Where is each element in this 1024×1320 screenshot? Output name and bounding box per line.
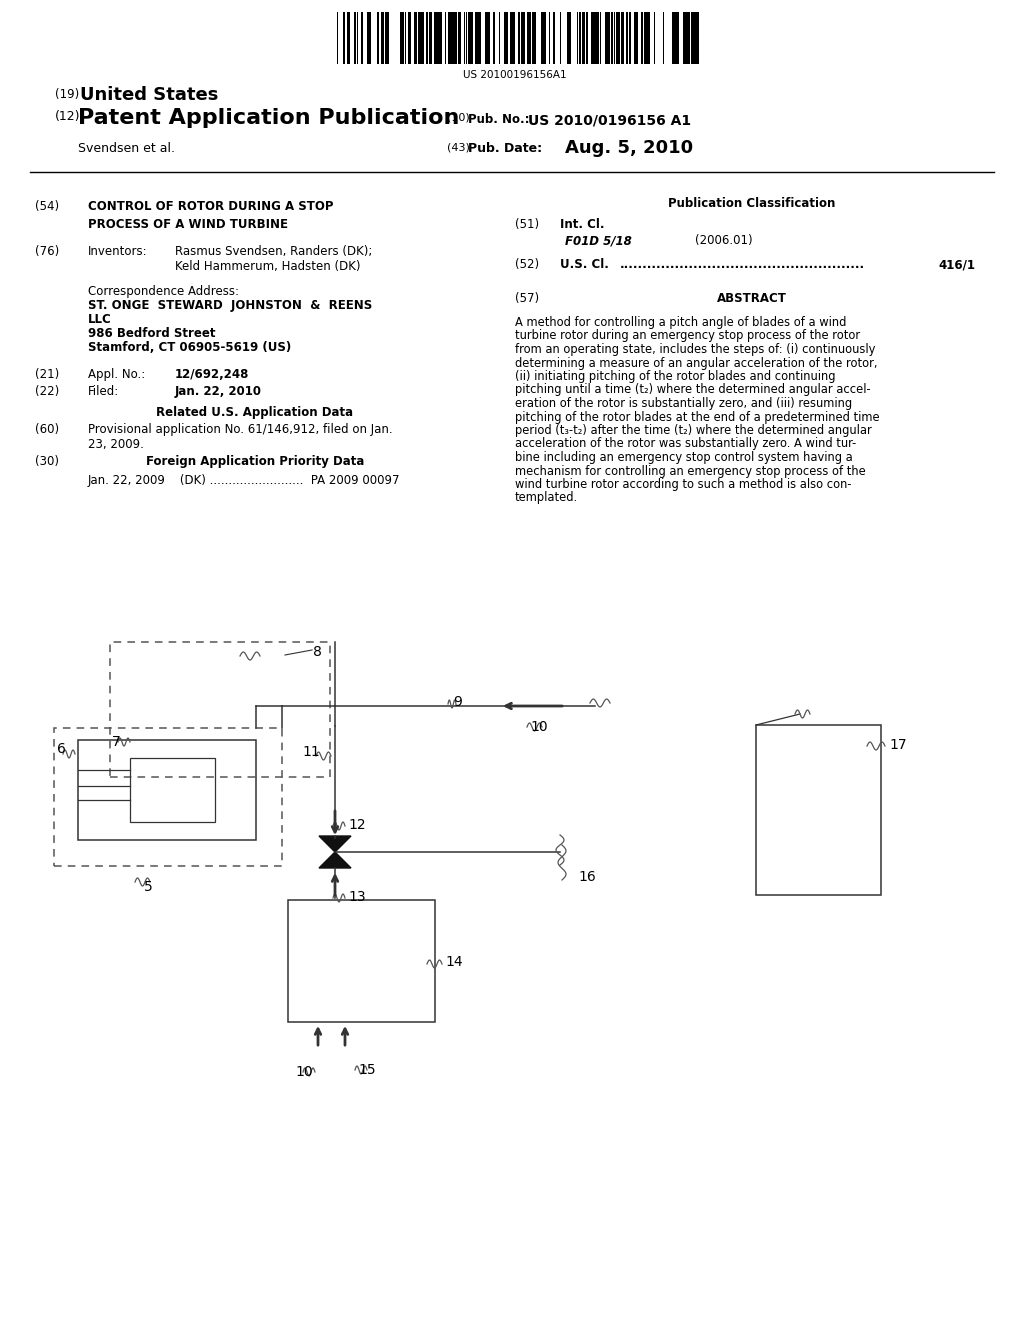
Text: 416/1: 416/1 — [938, 257, 975, 271]
Text: wind turbine rotor according to such a method is also con-: wind turbine rotor according to such a m… — [515, 478, 852, 491]
Text: Jan. 22, 2010: Jan. 22, 2010 — [175, 385, 262, 399]
Bar — [288, 900, 435, 1022]
Text: (51): (51) — [515, 218, 539, 231]
Text: 986 Bedford Street: 986 Bedford Street — [88, 327, 215, 341]
Text: 14: 14 — [445, 954, 463, 969]
Polygon shape — [319, 836, 351, 851]
Text: Patent Application Publication: Patent Application Publication — [78, 108, 460, 128]
Bar — [110, 642, 330, 777]
Text: Pub. No.:: Pub. No.: — [468, 114, 529, 125]
Text: ST. ONGE  STEWARD  JOHNSTON  &  REENS: ST. ONGE STEWARD JOHNSTON & REENS — [88, 300, 373, 312]
Text: (76): (76) — [35, 246, 59, 257]
Text: US 20100196156A1: US 20100196156A1 — [463, 70, 567, 81]
Text: from an operating state, includes the steps of: (i) continuously: from an operating state, includes the st… — [515, 343, 876, 356]
Text: mechanism for controlling an emergency stop process of the: mechanism for controlling an emergency s… — [515, 465, 865, 478]
Text: US 2010/0196156 A1: US 2010/0196156 A1 — [528, 114, 691, 127]
Text: Provisional application No. 61/146,912, filed on Jan.
23, 2009.: Provisional application No. 61/146,912, … — [88, 422, 392, 451]
Text: Jan. 22, 2009    (DK) .........................  PA 2009 00097: Jan. 22, 2009 (DK) .....................… — [88, 474, 400, 487]
Text: (21): (21) — [35, 368, 59, 381]
Text: templated.: templated. — [515, 491, 579, 504]
Text: (43): (43) — [447, 143, 470, 152]
Text: pitching until a time (t₂) where the determined angular accel-: pitching until a time (t₂) where the det… — [515, 384, 870, 396]
Text: Filed:: Filed: — [88, 385, 119, 399]
Text: 12: 12 — [348, 818, 366, 832]
Text: pitching of the rotor blades at the end of a predetermined time: pitching of the rotor blades at the end … — [515, 411, 880, 424]
Text: Keld Hammerum, Hadsten (DK): Keld Hammerum, Hadsten (DK) — [175, 260, 360, 273]
Text: Correspondence Address:: Correspondence Address: — [88, 285, 239, 298]
Polygon shape — [319, 851, 351, 869]
Text: eration of the rotor is substantially zero, and (iii) resuming: eration of the rotor is substantially ze… — [515, 397, 852, 411]
Text: (60): (60) — [35, 422, 59, 436]
Text: Int. Cl.: Int. Cl. — [560, 218, 604, 231]
Text: F01D 5/18: F01D 5/18 — [565, 234, 632, 247]
Text: Svendsen et al.: Svendsen et al. — [78, 143, 175, 154]
Text: ABSTRACT: ABSTRACT — [717, 292, 786, 305]
Text: (57): (57) — [515, 292, 539, 305]
Text: Appl. No.:: Appl. No.: — [88, 368, 145, 381]
Text: (54): (54) — [35, 201, 59, 213]
Text: 5: 5 — [143, 880, 153, 894]
Text: (ii) initiating pitching of the rotor blades and continuing: (ii) initiating pitching of the rotor bl… — [515, 370, 836, 383]
Text: Rasmus Svendsen, Randers (DK);: Rasmus Svendsen, Randers (DK); — [175, 246, 373, 257]
Text: United States: United States — [80, 86, 218, 104]
Text: (2006.01): (2006.01) — [695, 234, 753, 247]
Text: 6: 6 — [57, 742, 66, 756]
Text: LLC: LLC — [88, 313, 112, 326]
Text: CONTROL OF ROTOR DURING A STOP
PROCESS OF A WIND TURBINE: CONTROL OF ROTOR DURING A STOP PROCESS O… — [88, 201, 334, 231]
Text: Related U.S. Application Data: Related U.S. Application Data — [157, 407, 353, 418]
Text: 17: 17 — [889, 738, 906, 752]
Text: 9: 9 — [453, 696, 462, 709]
Text: 15: 15 — [358, 1063, 376, 1077]
Text: 10: 10 — [295, 1065, 312, 1078]
Text: Pub. Date:: Pub. Date: — [468, 143, 542, 154]
Text: 16: 16 — [578, 870, 596, 884]
Text: (22): (22) — [35, 385, 59, 399]
Text: Inventors:: Inventors: — [88, 246, 147, 257]
Text: acceleration of the rotor was substantially zero. A wind tur-: acceleration of the rotor was substantia… — [515, 437, 856, 450]
Bar — [756, 725, 881, 895]
Text: Aug. 5, 2010: Aug. 5, 2010 — [565, 139, 693, 157]
Bar — [130, 758, 215, 822]
Text: (10): (10) — [447, 114, 470, 123]
Text: (19): (19) — [55, 88, 79, 102]
Text: determining a measure of an angular acceleration of the rotor,: determining a measure of an angular acce… — [515, 356, 878, 370]
Text: 13: 13 — [348, 890, 366, 904]
Text: A method for controlling a pitch angle of blades of a wind: A method for controlling a pitch angle o… — [515, 315, 847, 329]
Text: U.S. Cl.: U.S. Cl. — [560, 257, 609, 271]
Text: bine including an emergency stop control system having a: bine including an emergency stop control… — [515, 451, 853, 465]
Text: (12): (12) — [55, 110, 81, 123]
Text: .....................................................: ........................................… — [620, 257, 865, 271]
Text: (52): (52) — [515, 257, 539, 271]
Text: Foreign Application Priority Data: Foreign Application Priority Data — [145, 455, 365, 469]
Text: 11: 11 — [302, 744, 319, 759]
Bar — [78, 741, 256, 840]
Text: 10: 10 — [530, 719, 548, 734]
Text: turbine rotor during an emergency stop process of the rotor: turbine rotor during an emergency stop p… — [515, 330, 860, 342]
Text: 8: 8 — [313, 645, 322, 659]
Text: 7: 7 — [112, 735, 121, 748]
Text: period (t₃-t₂) after the time (t₂) where the determined angular: period (t₃-t₂) after the time (t₂) where… — [515, 424, 871, 437]
Bar — [54, 729, 282, 866]
Text: 12/692,248: 12/692,248 — [175, 368, 250, 381]
Text: Publication Classification: Publication Classification — [669, 197, 836, 210]
Text: Stamford, CT 06905-5619 (US): Stamford, CT 06905-5619 (US) — [88, 341, 291, 354]
Text: (30): (30) — [35, 455, 59, 469]
